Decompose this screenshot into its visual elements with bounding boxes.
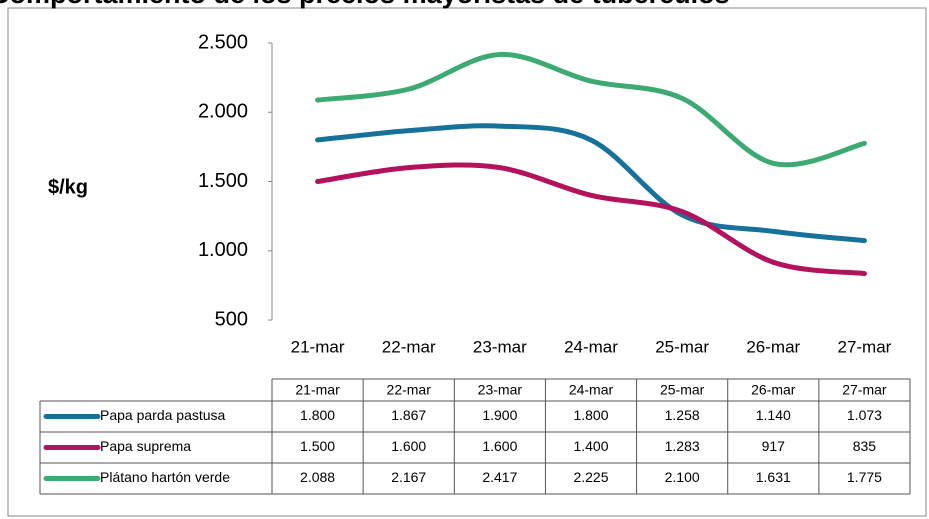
table-header: 26-mar (751, 382, 796, 398)
y-tick-label: 1.000 (198, 239, 248, 261)
y-tick-label: 2.000 (198, 101, 248, 123)
series-line (315, 162, 867, 277)
legend-label: Papa parda pastusa (100, 407, 226, 423)
table-cell: 1.140 (756, 407, 791, 423)
table-cell: 2.088 (300, 469, 335, 485)
x-tick-label: 27-mar (837, 337, 891, 356)
table-cell: 1.283 (665, 438, 700, 454)
x-tick-label: 24-mar (564, 337, 618, 356)
table-header: 27-mar (842, 382, 887, 398)
table-header: 24-mar (569, 382, 614, 398)
table-cell: 1.400 (573, 438, 608, 454)
legend-label: Papa suprema (100, 438, 191, 454)
table-cell: 1.258 (665, 407, 700, 423)
table-header: 21-mar (295, 382, 340, 398)
table-cell: 1.800 (573, 407, 608, 423)
y-axis-label: $/kg (48, 176, 88, 198)
x-tick-label: 21-mar (291, 337, 345, 356)
table-cell: 2.100 (665, 469, 700, 485)
table-cell: 1.631 (756, 469, 791, 485)
table-header: 25-mar (660, 382, 705, 398)
series-line (315, 123, 867, 244)
table-cell: 2.225 (573, 469, 608, 485)
table-cell: 917 (762, 438, 786, 454)
table-cell: 2.417 (482, 469, 517, 485)
table-cell: 1.867 (391, 407, 426, 423)
y-tick-label: 1.500 (198, 170, 248, 192)
legend-label: Plátano hartón verde (100, 469, 230, 485)
table-cell: 1.900 (482, 407, 517, 423)
table-cell: 1.600 (482, 438, 517, 454)
x-tick-label: 23-mar (473, 337, 527, 356)
table-header: 23-mar (478, 382, 523, 398)
y-tick-label: 500 (215, 308, 248, 330)
table-header: 22-mar (387, 382, 432, 398)
x-tick-label: 25-mar (655, 337, 709, 356)
chart-border (7, 7, 927, 517)
x-tick-label: 22-mar (382, 337, 436, 356)
table-cell: 1.800 (300, 407, 335, 423)
table-cell: 2.167 (391, 469, 426, 485)
table-cell: 1.600 (391, 438, 426, 454)
table-cell: 1.500 (300, 438, 335, 454)
table-cell: 1.073 (847, 407, 882, 423)
series-line (315, 51, 867, 168)
table-cell: 835 (853, 438, 877, 454)
x-tick-label: 26-mar (746, 337, 800, 356)
table-cell: 1.775 (847, 469, 882, 485)
y-tick-label: 2.500 (198, 31, 248, 53)
chart-title: Comportamiento de los precios mayoristas… (0, 0, 730, 9)
